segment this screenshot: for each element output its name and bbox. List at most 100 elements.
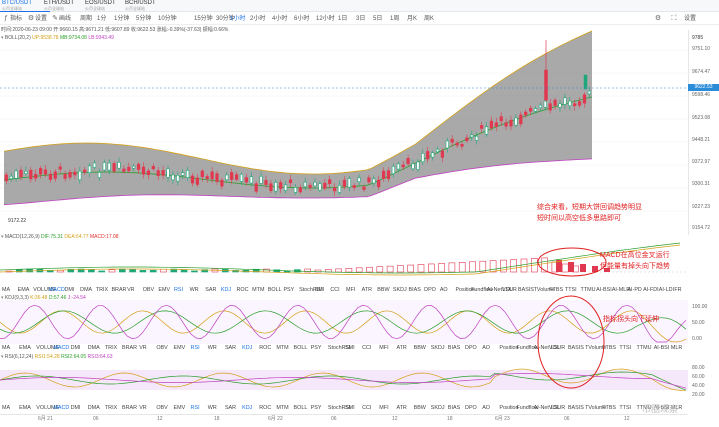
indicator-tab-ttsi[interactable]: TTSI [564, 287, 577, 293]
rsi-chart[interactable] [0, 360, 688, 402]
indicator-tab-vr[interactable]: VR [127, 287, 135, 293]
indicator-tab-stochrsi[interactable]: StochRSI [299, 287, 322, 293]
indicator-tab-obv[interactable]: OBV [142, 287, 155, 293]
indicator-tab-lsur[interactable]: LSUR [550, 405, 566, 411]
indicator-tab-ai-pd[interactable]: AI-PD [627, 287, 642, 293]
indicator-tab-sar[interactable]: SAR [224, 345, 237, 351]
indicator-tab-psy[interactable]: PSY [310, 345, 322, 351]
indicator-tab-bbw[interactable]: BBW [377, 287, 390, 293]
indicator-tab-ao[interactable]: AO [439, 287, 448, 293]
indicator-tab-obv[interactable]: OBV [156, 405, 168, 411]
indicator-tab-ma[interactable]: MA [2, 287, 11, 293]
indicator-tab-ai-mlr[interactable]: AI-MLR [611, 287, 631, 293]
indicator-tab-ma[interactable]: MA [2, 405, 11, 411]
indicator-tab-macd[interactable]: MACD [53, 405, 70, 411]
indicator-tab-wr[interactable]: WR [189, 287, 199, 293]
indicator-tab-wr[interactable]: WR [207, 345, 217, 351]
indicator-tab-macd[interactable]: MACD [53, 345, 70, 351]
boll-collapse-icon[interactable]: ▾ [1, 35, 5, 41]
indicator-tab-vr[interactable]: VR [139, 405, 147, 411]
indicator-tab-ttsi[interactable]: TTSI [619, 405, 632, 411]
indicator-tab-volume[interactable]: VOLUME [36, 405, 60, 411]
indicator-tab-bias[interactable]: BIAS [408, 287, 421, 293]
indicator-tab-ao[interactable]: AO [482, 405, 490, 411]
indicator-tab-basis[interactable]: BASIS [567, 405, 584, 411]
tab-bch-usdt[interactable]: BCH/USDT 火币全球站 [123, 0, 163, 12]
indicator-icon[interactable]: ƒ [4, 15, 8, 22]
indicator-tab-skdj[interactable]: SKDJ [392, 287, 407, 293]
indicator-tab-ai-bsi[interactable]: AI-BSI [653, 405, 670, 411]
indicator-tab-cci[interactable]: CCI [330, 287, 340, 293]
indicator-tab-mfi[interactable]: MFI [346, 287, 356, 293]
indicator-tab-bias[interactable]: BIAS [447, 405, 461, 411]
indicator-tab-fundflow[interactable]: Fundflow [516, 345, 539, 351]
indicator-tab-ema[interactable]: EMA [19, 405, 31, 411]
period-week[interactable]: 周K [424, 16, 435, 22]
macd-collapse-icon[interactable]: ▾ [1, 234, 5, 240]
indicator-tab-smi[interactable]: SMI [345, 345, 355, 351]
indicator-tab-ftbs[interactable]: FTBS [602, 345, 617, 351]
indicator-tab-lsur[interactable]: LSUR [550, 345, 566, 351]
indicator-tab-ema[interactable]: EMA [19, 345, 31, 351]
indicator-tab-boll[interactable]: BOLL [293, 345, 308, 351]
indicator-tab-tvolume[interactable]: TVolume [585, 405, 607, 411]
indicator-tab-bias[interactable]: BIAS [447, 345, 461, 351]
indicator-tab-position[interactable]: Position [455, 287, 475, 293]
indicator-tab-dmi[interactable]: DMI [70, 405, 81, 411]
indicator-tab-dmi[interactable]: DMI [70, 345, 81, 351]
toolbar-settings[interactable]: 设置 [35, 16, 48, 22]
tab-btc-usdt[interactable]: BTC/USDT 火币全球站 [0, 0, 50, 12]
indicator-tab-bbw[interactable]: BBW [413, 405, 426, 411]
indicator-tab-basis[interactable]: BASIS [567, 345, 584, 351]
indicator-tab-dpo[interactable]: DPO [465, 345, 477, 351]
indicator-tab-emv[interactable]: EMV [158, 287, 171, 293]
indicator-tab-bbw[interactable]: BBW [413, 345, 426, 351]
indicator-tab-obv[interactable]: OBV [156, 345, 168, 351]
indicator-tab-skdj[interactable]: SKDJ [430, 345, 445, 351]
indicator-tab-ttsi[interactable]: TTSI [619, 345, 632, 351]
indicator-tab-ai-bsi[interactable]: AI-BSI [653, 345, 670, 351]
indicator-tab-vr[interactable]: VR [139, 345, 147, 351]
indicator-tab-ao[interactable]: AO [482, 345, 490, 351]
indicator-tab-rsi[interactable]: RSI [174, 287, 183, 293]
period-1w[interactable]: 1周 [390, 16, 400, 22]
indicator-tab-macd[interactable]: MACD [48, 287, 65, 293]
indicator-tab-roc[interactable]: ROC [236, 287, 249, 293]
indicator-tab-mlr[interactable]: MLR [670, 405, 683, 411]
indicator-tab-smi[interactable]: SMI [345, 405, 355, 411]
rsi-collapse-icon[interactable]: ▾ [1, 354, 5, 360]
indicator-tab-lsur[interactable]: LSUR [502, 287, 517, 293]
period-5d[interactable]: 5日 [373, 16, 383, 22]
indicator-tab-fr[interactable]: FR [674, 287, 682, 293]
indicator-tab-dpo[interactable]: DPO [424, 287, 436, 293]
indicator-tab-boll[interactable]: BOLL [267, 287, 282, 293]
boll-label[interactable]: BOLL(20,2) [4, 35, 31, 41]
toolbar-draw[interactable]: 画线 [59, 16, 72, 22]
indicator-tab-ai-bsi[interactable]: AI-BSI [596, 287, 612, 293]
indicator-tab-trix[interactable]: TRIX [104, 345, 118, 351]
indicator-tab-trix[interactable]: TRIX [95, 287, 109, 293]
gear-icon[interactable]: ⚙ [27, 15, 35, 22]
indicator-tab-kdj[interactable]: KDJ [220, 287, 232, 293]
indicator-tab-ai-netvol[interactable]: AI-NetVOL [486, 287, 513, 293]
indicator-tab-mlr[interactable]: MLR [670, 345, 683, 351]
indicator-tab-kdj[interactable]: KDJ [242, 345, 253, 351]
indicator-tab-fundflow[interactable]: Fundflow [516, 405, 539, 411]
indicator-tab-brar[interactable]: BRAR [111, 287, 127, 293]
indicator-tab-mtm[interactable]: MTM [252, 287, 265, 293]
indicator-tab-brar[interactable]: BRAR [122, 405, 138, 411]
indicator-tab-dma[interactable]: DMA [80, 287, 93, 293]
indicator-tab-cci[interactable]: CCI [362, 345, 372, 351]
indicator-tab-dpo[interactable]: DPO [465, 405, 477, 411]
indicator-tab-emv[interactable]: EMV [173, 405, 186, 411]
indicator-tab-emv[interactable]: EMV [173, 345, 186, 351]
indicator-tab-psy[interactable]: PSY [283, 287, 295, 293]
indicator-tab-sar[interactable]: SAR [205, 287, 217, 293]
indicator-tab-tvolume[interactable]: TVolume [533, 287, 555, 293]
indicator-tab-rsi[interactable]: RSI [190, 345, 200, 351]
indicator-tab-trix[interactable]: TRIX [104, 405, 118, 411]
indicator-tab-sar[interactable]: SAR [224, 405, 237, 411]
indicator-tab-ai-fdi[interactable]: AI-FDI [643, 287, 659, 293]
period-1min[interactable]: 1分钟 [114, 16, 130, 22]
indicator-tab-ttmu[interactable]: TTMU [636, 405, 652, 411]
